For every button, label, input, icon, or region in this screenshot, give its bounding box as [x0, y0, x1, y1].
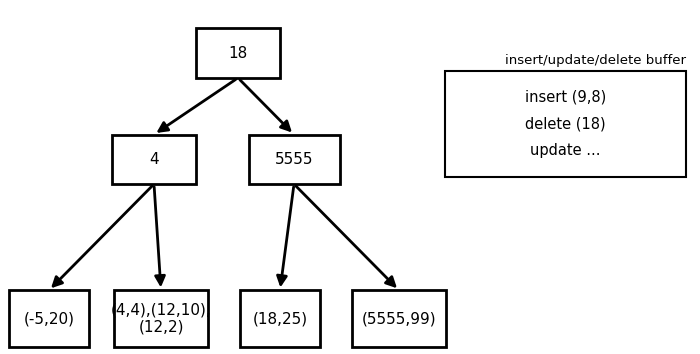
FancyBboxPatch shape [351, 290, 447, 347]
Text: (5555,99): (5555,99) [362, 311, 436, 326]
Text: (18,25): (18,25) [253, 311, 307, 326]
Text: insert (9,8): insert (9,8) [524, 90, 606, 105]
Text: 5555: 5555 [274, 152, 314, 167]
FancyBboxPatch shape [444, 71, 686, 177]
FancyBboxPatch shape [248, 135, 340, 184]
Text: insert/update/delete buffer: insert/update/delete buffer [505, 54, 686, 67]
Text: 4: 4 [149, 152, 159, 167]
Text: update ...: update ... [530, 143, 601, 158]
Text: (-5,20): (-5,20) [24, 311, 74, 326]
FancyBboxPatch shape [113, 290, 209, 347]
FancyBboxPatch shape [112, 135, 196, 184]
FancyBboxPatch shape [196, 28, 280, 78]
Text: delete (18): delete (18) [525, 116, 606, 131]
FancyBboxPatch shape [239, 290, 321, 347]
Text: (4,4),(12,10),
(12,2): (4,4),(12,10), (12,2) [111, 302, 211, 335]
FancyBboxPatch shape [9, 290, 90, 347]
Text: 18: 18 [228, 46, 248, 61]
